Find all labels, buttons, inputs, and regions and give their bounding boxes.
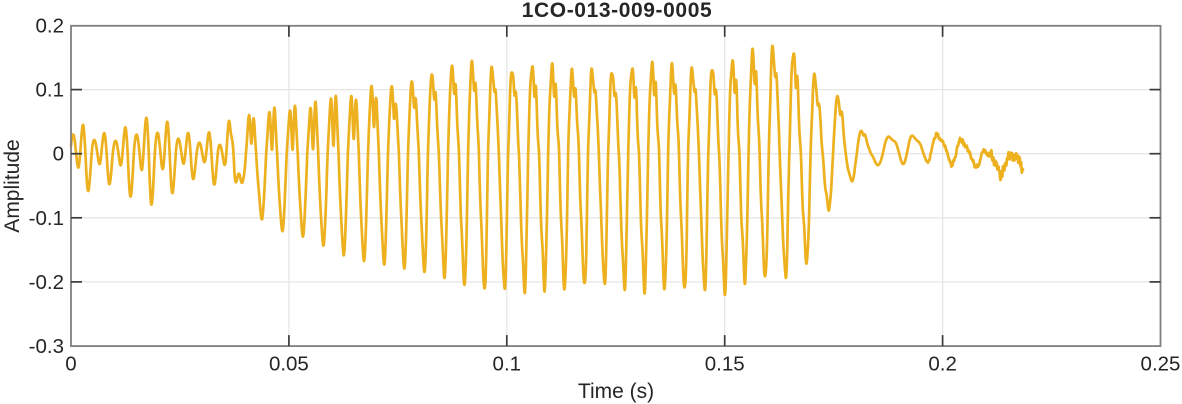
svg-text:0.25: 0.25 [1141,353,1181,376]
svg-text:0.1: 0.1 [493,353,522,376]
svg-text:0: 0 [53,143,64,166]
svg-text:1CO-013-009-0005: 1CO-013-009-0005 [522,0,713,22]
svg-text:0: 0 [65,353,76,376]
svg-text:-0.2: -0.2 [29,271,64,294]
svg-text:0.15: 0.15 [705,353,745,376]
svg-text:0.2: 0.2 [928,353,957,376]
svg-text:0.05: 0.05 [269,353,309,376]
svg-text:-0.3: -0.3 [29,335,64,358]
svg-text:0.2: 0.2 [36,15,65,38]
svg-text:-0.1: -0.1 [29,207,64,230]
svg-text:Time (s): Time (s) [578,380,654,403]
svg-text:Amplitude: Amplitude [1,139,24,232]
svg-text:0.1: 0.1 [36,79,65,102]
